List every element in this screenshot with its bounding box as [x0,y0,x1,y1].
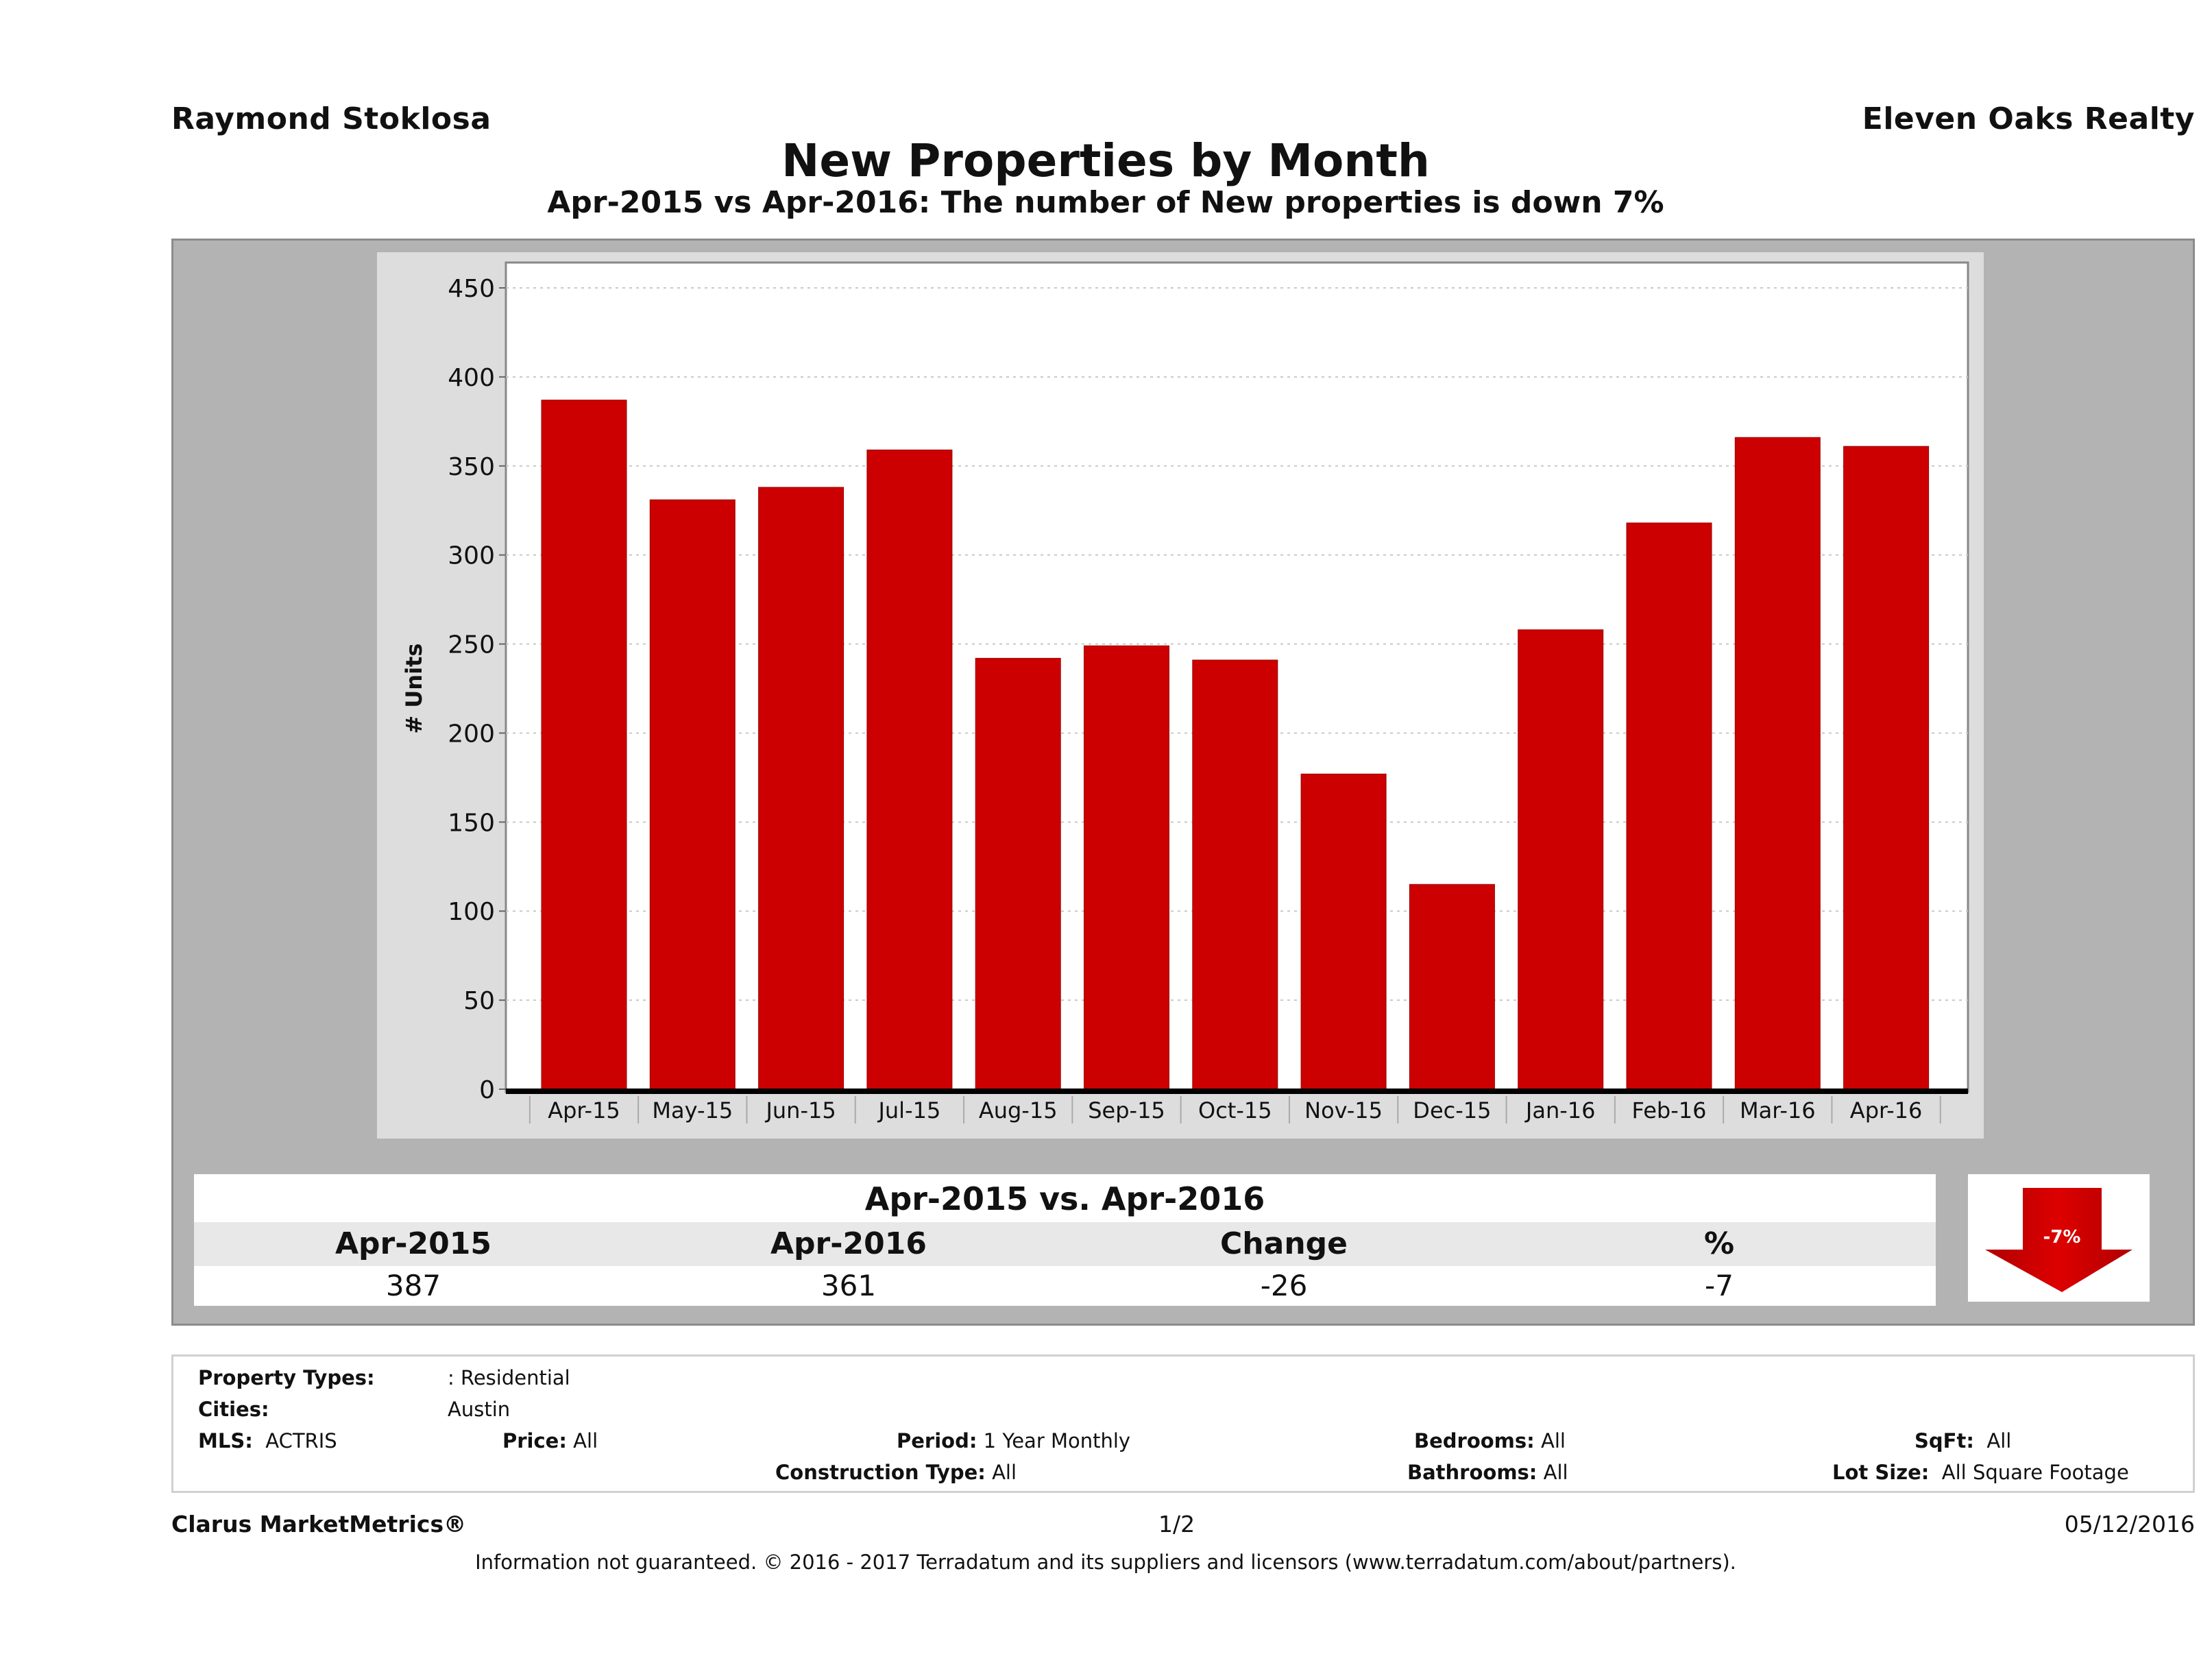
bedrooms-label: Bedrooms: [1414,1429,1535,1452]
price-value: All [573,1429,598,1452]
value-percent: -7 [1705,1269,1734,1302]
y-axis-label: # Units [401,643,427,733]
header-percent: % [1703,1226,1735,1261]
report-title: New Properties by Month [781,134,1430,187]
y-tick-label: 400 [448,364,495,392]
property-types-value: : Residential [448,1366,570,1389]
product-name: Clarus MarketMetrics® [171,1511,467,1537]
summary-values-row: 387 361 -26 -7 [194,1266,1936,1306]
x-tick-label: Feb-16 [1632,1097,1707,1123]
y-axis: 0 50 100 150 200 250 300 350 400 450 [448,275,506,1104]
x-tick-label: Mar-16 [1740,1097,1816,1123]
bar-mar-16 [1734,437,1821,1090]
cities-label: Cities: [198,1398,269,1421]
bar-dec-15 [1409,884,1495,1090]
change-badge-label: -7% [2043,1227,2081,1248]
y-tick-label: 50 [463,987,495,1015]
header-apr-2015: Apr-2015 [335,1226,491,1261]
bar-jan-16 [1518,629,1604,1090]
y-tick-label: 250 [448,631,495,659]
cities-value: Austin [448,1398,511,1421]
summary-table: Apr-2015 vs. Apr-2016 Apr-2015 Apr-2016 … [194,1174,1936,1306]
x-tick-label: Jun-15 [764,1097,836,1123]
header-apr-2016: Apr-2016 [770,1226,927,1261]
property-types-label: Property Types: [198,1366,375,1389]
bar-jul-15 [866,449,953,1090]
lot-size-value: All Square Footage [1941,1461,2129,1484]
bar-feb-16 [1626,522,1712,1090]
period-value: 1 Year Monthly [983,1429,1131,1452]
chart-container: 0 50 100 150 200 250 300 350 400 450 Apr-15 May-15… [377,252,1984,1139]
x-tick-label: Oct-15 [1198,1097,1272,1123]
mls-value: ACTRIS [265,1429,337,1452]
y-tick-label: 350 [448,453,495,481]
bathrooms-label: Bathrooms: [1407,1461,1538,1484]
y-tick-label: 300 [448,542,495,570]
bar-apr-15 [541,400,627,1090]
bar-sep-15 [1084,645,1169,1090]
period-label: Period: [897,1429,977,1452]
page-number: 1/2 [1158,1511,1195,1537]
y-tick-label: 100 [448,898,495,926]
y-tick-label: 150 [448,809,495,837]
x-tick-label: Aug-15 [979,1097,1058,1123]
mls-label: MLS: [198,1429,253,1452]
down-arrow-icon: -7% [1985,1188,2132,1292]
bar-aug-15 [975,657,1061,1090]
brokerage-name: Eleven Oaks Realty [1862,101,2195,136]
bathrooms-value: All [1543,1461,1568,1484]
bars [541,400,1930,1090]
construction-type-value: All [992,1461,1017,1484]
criteria-box: Property Types: : Residential Cities: Au… [171,1354,2195,1493]
bar-chart: 0 50 100 150 200 250 300 350 400 450 Apr-15 May-15… [401,261,1969,1123]
x-axis: Apr-15 May-15 Jun-15 Jul-15 Aug-15 Sep-15 Oct-… [506,1089,1968,1123]
value-apr-2016: 361 [821,1269,877,1302]
x-tick-label: Apr-15 [548,1097,620,1123]
bar-oct-15 [1192,659,1278,1090]
disclaimer: Information not guaranteed. © 2016 - 201… [475,1551,1736,1574]
header-change: Change [1220,1226,1348,1261]
change-badge: -7% [1968,1174,2150,1302]
x-tick-label: May-15 [652,1097,733,1123]
y-tick-label: 450 [448,275,495,303]
x-tick-label: Sep-15 [1088,1097,1165,1123]
report-subtitle: Apr-2015 vs Apr-2016: The number of New … [547,185,1664,220]
x-tick-label: Jan-16 [1524,1097,1596,1123]
report-date: 05/12/2016 [2064,1511,2195,1537]
sqft-label: SqFt: [1915,1429,1974,1452]
construction-type-label: Construction Type: [775,1461,986,1484]
x-tick-label: Nov-15 [1304,1097,1383,1123]
value-change: -26 [1260,1269,1308,1302]
x-tick-label: Dec-15 [1413,1097,1491,1123]
lot-size-label: Lot Size: [1832,1461,1930,1484]
bar-jun-15 [758,487,844,1090]
agent-name: Raymond Stoklosa [171,101,491,136]
summary-header-row: Apr-2015 Apr-2016 Change % [194,1222,1936,1266]
sqft-value: All [1986,1429,2012,1452]
summary-title: Apr-2015 vs. Apr-2016 [194,1174,1936,1222]
y-tick-label: 0 [479,1076,495,1104]
bar-apr-16 [1843,446,1930,1090]
bar-nov-15 [1300,773,1387,1090]
bar-may-15 [649,499,736,1090]
y-tick-label: 200 [448,720,495,748]
bedrooms-value: All [1540,1429,1566,1452]
x-tick-label: Jul-15 [877,1097,940,1123]
x-tick-label: Apr-16 [1850,1097,1923,1123]
price-label: Price: [502,1429,567,1452]
value-apr-2015: 387 [385,1269,441,1302]
